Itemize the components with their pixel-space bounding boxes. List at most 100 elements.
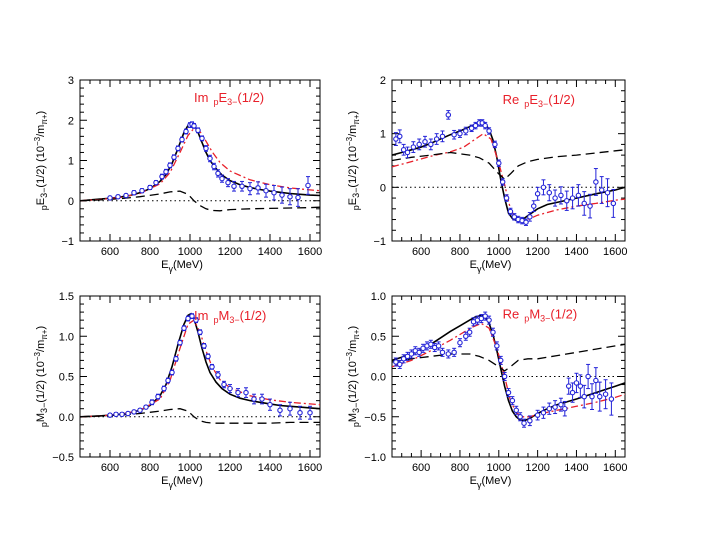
data-point: [499, 179, 506, 185]
data-point: [534, 191, 541, 197]
label-part: 3−: [351, 188, 361, 198]
data-point: [478, 315, 485, 322]
panel-im-m3: 600 800 1000 1200 1400 1600 −0.5 0.0 0.5 1.0 1.5 Eγ…: [33, 291, 322, 490]
label-part: (1/2) (10: [347, 361, 359, 403]
data-point: [598, 187, 605, 193]
x-tick-label: 1200: [525, 246, 549, 258]
label-part: M: [35, 413, 47, 422]
data-point: [209, 364, 215, 370]
x-tick-label: 1000: [487, 462, 511, 474]
label-part: 3−: [229, 315, 239, 325]
data-point: [193, 317, 199, 323]
label-part: (1/2) (10: [35, 146, 47, 188]
data-points: [107, 313, 313, 420]
data-point: [203, 145, 209, 152]
data-point: [451, 349, 457, 356]
x-tick-label: 1600: [298, 246, 322, 258]
data-point: [569, 389, 576, 396]
y-tick-label: 3: [68, 75, 74, 87]
label-part: ): [35, 326, 47, 330]
data-point: [608, 396, 615, 402]
data-point: [227, 385, 233, 392]
label-part: p: [524, 99, 529, 109]
data-points: [393, 311, 615, 428]
data-point: [513, 407, 520, 414]
data-point: [279, 192, 285, 198]
x-tick-label: 1400: [564, 246, 588, 258]
label-part: p: [351, 422, 361, 427]
label-part: (1/2) (10: [347, 146, 359, 188]
data-point: [435, 343, 442, 349]
data-point: [199, 135, 205, 142]
x-tick-label: 1000: [487, 246, 511, 258]
label-part: p: [39, 422, 49, 427]
data-point: [251, 396, 257, 402]
label-part: M: [529, 307, 540, 322]
x-tick-label: 800: [141, 462, 159, 474]
label-part: ): [347, 111, 359, 115]
panel-re-e3: 600 800 1000 1200 1400 1600−1012Eγ(MeV)pE3−(1…: [345, 75, 628, 274]
data-point: [552, 404, 558, 410]
data-point: [523, 219, 529, 225]
data-point: [585, 373, 591, 380]
data-point: [123, 192, 129, 199]
data-point: [408, 351, 415, 357]
label-part: −3: [345, 351, 354, 361]
label-part: (MeV): [481, 475, 511, 487]
label-part: γ: [168, 264, 173, 274]
label-part: /m: [347, 340, 359, 352]
data-point: [161, 385, 167, 392]
label-part: E: [529, 92, 538, 107]
data-point: [277, 407, 283, 414]
y-axis-label: pE3−(1/2) (10−3/mπ+): [33, 111, 49, 210]
x-tick-label: 1600: [603, 462, 627, 474]
data-point: [527, 418, 533, 424]
data-point: [604, 189, 611, 196]
x-axis-label: Eγ(MeV): [161, 259, 203, 274]
data-point: [420, 345, 426, 352]
x-axis-label: Eγ(MeV): [470, 475, 512, 490]
data-point: [235, 389, 241, 396]
data-point: [463, 128, 469, 134]
data-point: [165, 377, 171, 384]
data-point: [393, 359, 399, 365]
y-tick-label: −1: [61, 236, 74, 248]
data-point: [113, 411, 119, 418]
series-dashed: [392, 343, 625, 372]
data-point: [492, 141, 498, 148]
data-point: [593, 179, 599, 185]
data-point: [457, 130, 463, 137]
data-point: [501, 373, 508, 380]
data-point: [507, 208, 514, 215]
x-tick-label: 800: [451, 246, 469, 258]
x-tick-label: 600: [101, 462, 119, 474]
data-point: [490, 329, 496, 335]
data-point: [482, 122, 488, 129]
label-part: (1/2) (10: [35, 361, 47, 403]
x-tick-label: 1000: [178, 462, 202, 474]
label-part: p: [39, 205, 49, 210]
panel-title: Re pE3−(1/2): [503, 92, 575, 109]
data-point: [400, 147, 407, 153]
label-part: 3−: [227, 97, 237, 107]
panel-title: Re pM3−(1/2): [503, 307, 577, 324]
label-part: π+: [352, 329, 361, 340]
data-point: [416, 349, 422, 356]
data-point: [530, 203, 537, 209]
label-part: 3−: [39, 188, 49, 198]
y-axis-label: pM3−(1/2) (10−3/mπ+): [33, 326, 49, 427]
data-point: [195, 127, 201, 134]
label-part: E: [470, 475, 477, 487]
data-point: [201, 343, 207, 349]
x-tick-label: 1600: [298, 462, 322, 474]
data-point: [589, 393, 595, 400]
data-point: [197, 329, 203, 335]
x-tick-label: 600: [412, 462, 430, 474]
label-part: Re: [503, 92, 520, 107]
data-point: [183, 128, 189, 135]
data-point: [271, 189, 277, 196]
data-point: [131, 189, 137, 196]
data-point: [175, 145, 181, 152]
data-point: [521, 420, 527, 426]
panel-title: Im pE3−(1/2): [194, 90, 264, 107]
